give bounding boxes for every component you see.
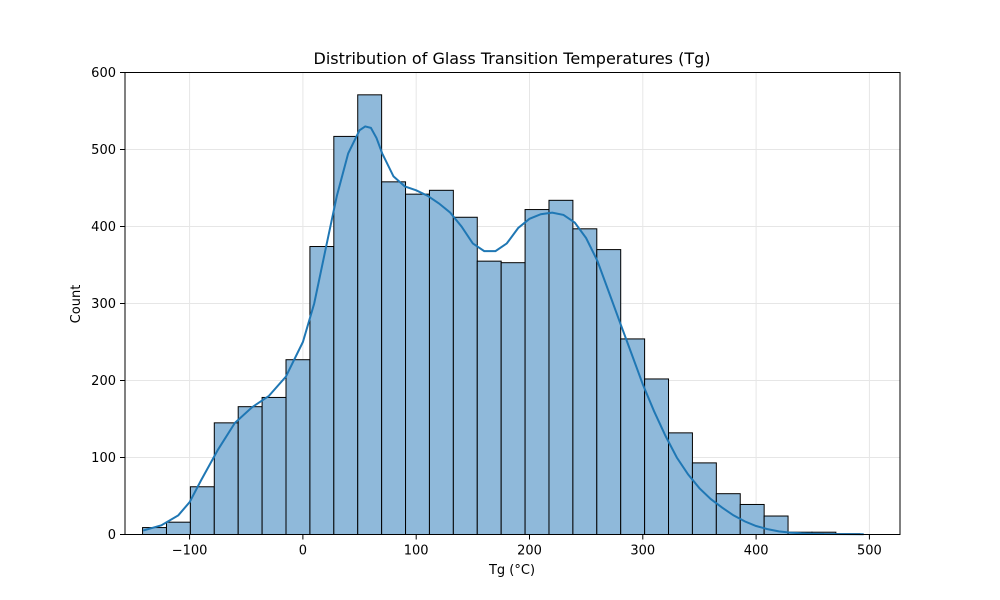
y-axis-label: Count: [69, 285, 84, 324]
histogram-bar: [261, 396, 287, 535]
x-tick-label: 300: [630, 544, 655, 559]
histogram-bar: [620, 338, 646, 536]
histogram-bar: [691, 462, 717, 536]
histogram-bar: [165, 521, 191, 535]
y-axis-ticks: 0 100 200 300 400 500 600: [91, 66, 125, 543]
x-tick-label: 200: [517, 544, 542, 559]
x-axis-ticks: −100 0 100 200 300 400 500: [172, 534, 882, 559]
x-tick-label: 500: [857, 544, 882, 559]
x-tick-label: −100: [172, 544, 208, 559]
x-axis-label: Tg (°C): [488, 563, 535, 578]
histogram-bar: [428, 189, 454, 535]
histogram-bar: [309, 246, 335, 536]
histogram-bar: [285, 359, 311, 535]
y-tick-label: 200: [91, 374, 116, 389]
y-tick-label: 300: [91, 297, 116, 312]
chart-title: Distribution of Glass Transition Tempera…: [314, 49, 711, 68]
histogram-bar: [381, 181, 407, 535]
x-tick-label: 400: [744, 544, 769, 559]
histogram-bar: [237, 406, 263, 535]
histogram-bar: [405, 193, 430, 535]
y-tick-label: 400: [91, 220, 116, 235]
x-tick-label: 0: [299, 544, 307, 559]
histogram-bar: [142, 527, 167, 536]
histogram-bar: [524, 209, 550, 535]
x-tick-label: 100: [404, 544, 429, 559]
y-tick-label: 500: [91, 143, 116, 158]
histogram-bar: [644, 378, 670, 535]
histogram-bars: [142, 94, 861, 536]
y-tick-label: 0: [108, 528, 116, 543]
histogram-bar: [572, 228, 598, 535]
y-tick-label: 600: [91, 66, 116, 81]
y-tick-label: 100: [91, 451, 116, 466]
histogram-bar: [357, 94, 383, 536]
histogram-bar: [452, 216, 478, 535]
histogram-bar: [715, 493, 741, 536]
histogram-bar: [476, 260, 502, 535]
histogram-bar: [548, 199, 574, 535]
histogram-bar: [739, 503, 765, 536]
histogram-bar: [500, 262, 526, 535]
kde-curve: [142, 125, 864, 536]
histogram-bar: [213, 422, 239, 536]
